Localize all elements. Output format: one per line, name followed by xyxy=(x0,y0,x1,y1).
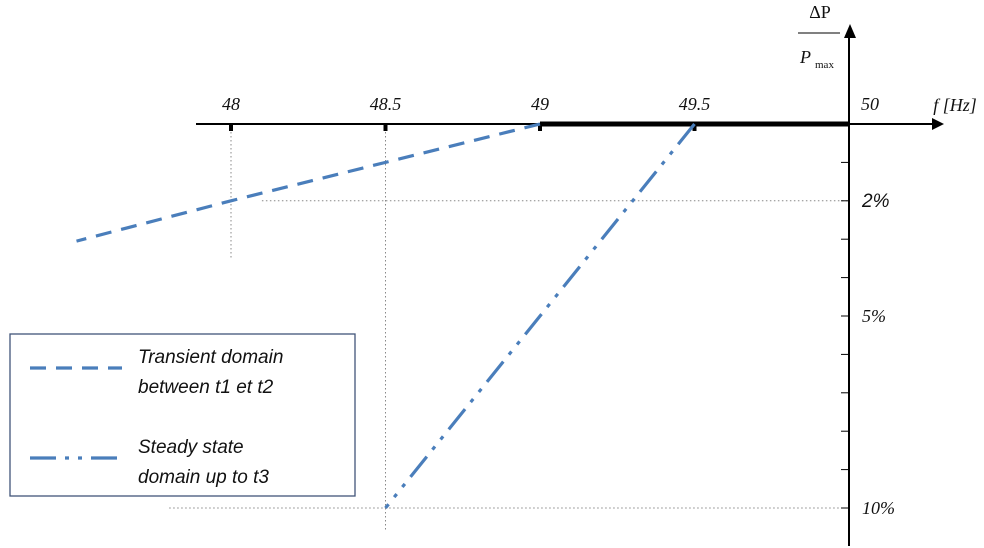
y-tick-label-2: 10% xyxy=(862,498,895,518)
y-axis-arrow xyxy=(844,24,856,38)
x-axis-arrow xyxy=(932,118,944,130)
x-tick-label-0: 48 xyxy=(222,94,240,114)
y-axis-label-numerator: ΔP xyxy=(809,2,831,22)
y-axis-label-denominator: P xyxy=(799,47,811,67)
series-line-0 xyxy=(76,122,541,243)
x-tick-label-1: 48.5 xyxy=(370,94,402,114)
series-line-1 xyxy=(384,122,696,510)
legend: Transient domain between t1 et t2 Steady s… xyxy=(9,333,356,497)
legend-entry-0-line1: Transient domain xyxy=(138,347,283,368)
y-tick-label-1: 5% xyxy=(862,306,886,326)
legend-box xyxy=(9,333,356,497)
x-axis-label: f [Hz] xyxy=(933,95,977,115)
legend-entry-1-line1: Steady state xyxy=(138,437,244,458)
x-tick-1 xyxy=(383,123,388,131)
x-tick-0 xyxy=(229,123,233,131)
x-tick-label-4: 50 xyxy=(861,94,879,114)
series-group xyxy=(76,122,696,510)
x-tick-label-2: 49 xyxy=(531,94,549,114)
legend-entry-0-line2: between t1 et t2 xyxy=(138,377,274,398)
y-axis-label-subscript: max xyxy=(815,59,834,71)
x-tick-3 xyxy=(692,123,697,131)
axis-labels: 48 48.5 49 49.5 50 f [Hz] 2% 5% 10% ΔP P max xyxy=(222,2,977,518)
legend-entry-1-line2: domain up to t3 xyxy=(138,467,269,488)
x-tick-2 xyxy=(538,123,542,131)
x-tick-label-3: 49.5 xyxy=(679,94,711,114)
y-tick-label-0: 2% xyxy=(861,191,890,212)
guide-lines xyxy=(169,124,849,532)
